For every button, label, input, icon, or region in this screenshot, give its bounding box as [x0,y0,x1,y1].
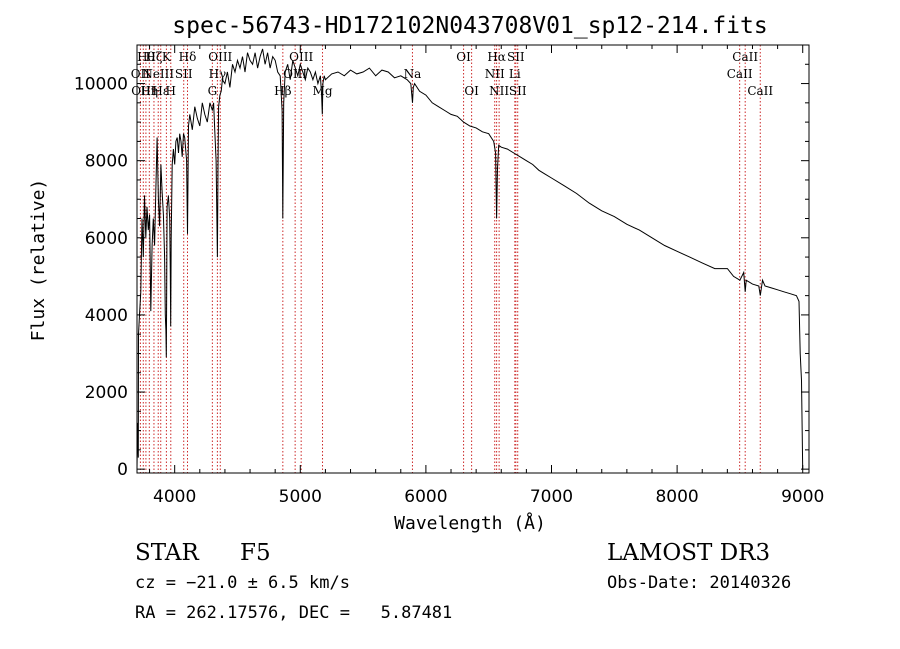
line-label-9: SII [175,67,193,81]
y-tick-label-5: 10000 [74,75,128,95]
y-axis-label: Flux (relative) [28,179,49,342]
line-label-10: Hδ [179,50,197,64]
y-tick-label-0: 0 [117,460,128,480]
line-label-3: Hη [140,84,158,98]
line-label-11: G [208,84,218,98]
observation-date: Obs-Date: 20140326 [607,573,792,593]
line-label-24: Li [509,67,521,81]
line-label-8: H [166,84,176,98]
line-label-6: Hε [152,84,169,98]
survey-name: LAMOST DR3 [607,540,771,566]
object-subclass: F5 [240,540,271,566]
x-tick-label-4: 8000 [655,487,698,507]
x-tick-label-1: 5000 [279,487,322,507]
line-label-25: SII [507,50,525,64]
line-label-21: NII [485,67,505,81]
x-axis-label: Wavelength (Å) [394,512,546,534]
spectrum-line [136,48,804,470]
line-label-16: OIII [289,50,313,64]
line-label-7: K [162,50,172,64]
line-label-13: OIII [208,50,232,64]
y-tick-label-2: 4000 [85,306,128,326]
line-label-0: OII [131,67,151,81]
x-tick-label-5: 9000 [781,487,824,507]
coordinates-readout: RA = 262.17576, DEC = 5.87481 [135,603,453,623]
line-label-20: OI [464,84,479,98]
x-tick-label-2: 6000 [404,487,447,507]
line-label-22: Hα [487,50,506,64]
redshift-readout: cz = −21.0 ± 6.5 km/s [135,573,350,593]
object-class: STAR [135,540,199,566]
y-axis: 0 2000 4000 6000 8000 10000 [74,63,809,480]
spectrum-plot: spec-56743-HD172102N043708V01_sp12-214.f… [28,13,824,534]
spectral-line-markers [139,45,761,473]
x-tick-label-0: 4000 [153,487,196,507]
x-axis: 4000 5000 6000 7000 8000 9000 [149,45,824,507]
line-label-27: CaII [727,67,753,81]
line-label-23: NII [489,84,509,98]
line-label-29: CaII [747,84,773,98]
y-tick-label-3: 6000 [85,229,128,249]
line-label-28: CaII [732,50,758,64]
line-label-4: Hζ [145,50,162,64]
line-label-19: OI [456,50,471,64]
line-label-26: SII [509,84,527,98]
line-label-12: Hγ [209,67,227,81]
line-label-5: NeIII [142,67,174,81]
line-label-2: Hθ [137,50,155,64]
plot-frame [136,44,810,474]
y-tick-label-1: 2000 [85,383,128,403]
chart-title: spec-56743-HD172102N043708V01_sp12-214.f… [172,13,767,39]
line-label-14: Hβ [274,84,291,98]
line-label-18: Na [404,67,422,81]
x-tick-label-3: 7000 [530,487,573,507]
y-tick-label-4: 8000 [85,152,128,172]
